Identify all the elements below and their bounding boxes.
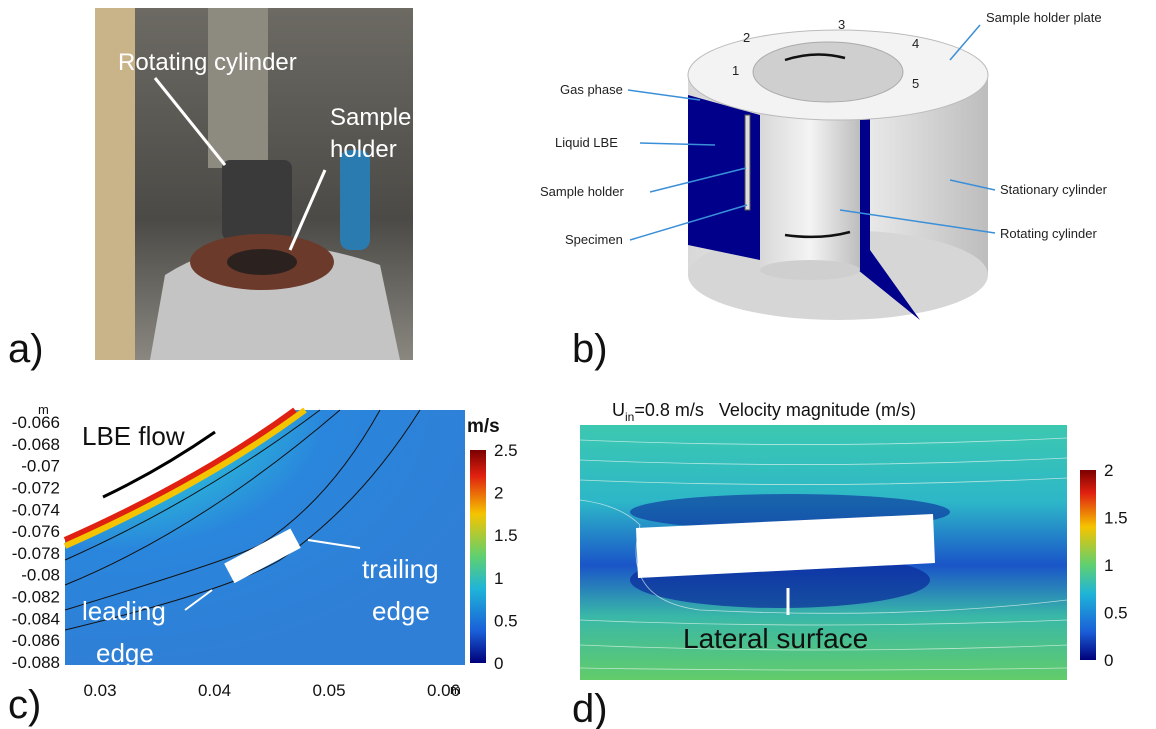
colorbar-tick-label: 1.5: [1104, 509, 1128, 528]
position: 2: [743, 30, 750, 45]
y-tick-label: -0.082: [12, 588, 60, 607]
surface-label: Lateral surface: [683, 623, 868, 654]
y-tick-label: -0.086: [12, 631, 60, 650]
inner-cylinder: [760, 100, 860, 270]
y-tick-label: -0.08: [21, 566, 60, 585]
colorbar-unit: m/s: [467, 416, 500, 437]
position: 4: [912, 36, 919, 51]
colorbar-tick-label: 0: [494, 654, 503, 673]
callout: Gas phase: [560, 82, 623, 97]
callout: Stationary cylinder: [1000, 182, 1108, 197]
colorbar-tick-label: 2: [494, 484, 503, 503]
gas-bottle: [340, 150, 370, 250]
callout: Liquid LBE: [555, 135, 618, 150]
callout-line: edge: [96, 638, 154, 668]
colorbar-tick-label: 1.5: [494, 526, 518, 545]
flow-label: LBE flow: [82, 421, 185, 451]
title-symbol: U: [612, 400, 625, 420]
y-tick-label: -0.084: [12, 609, 60, 628]
figure: Rotating cylinder Sample holder a) 1 2 3 …: [0, 0, 1156, 729]
y-tick-label: -0.068: [12, 435, 60, 454]
panel-label: b): [572, 327, 608, 371]
panel-b: 1 2 3 4 5 Sample holder plate Gas phase …: [540, 10, 1108, 371]
panel-title: Uin=0.8 m/s Velocity magnitude (m/s): [612, 400, 916, 424]
y-tick-label: -0.07: [21, 457, 60, 476]
callout-line: Sample: [330, 104, 411, 131]
y-tick-label: -0.072: [12, 478, 60, 497]
title-subscript: in: [625, 410, 634, 424]
flange-hole: [227, 249, 297, 275]
colorbar-tick-label: 0.5: [494, 611, 518, 630]
y-tick-label: -0.066: [12, 413, 60, 432]
panel-a: Rotating cylinder Sample holder a): [8, 8, 413, 371]
colorbar-tick-label: 2: [1104, 461, 1113, 480]
callout: Sample holder: [540, 184, 624, 199]
callout: Sample holder plate: [986, 10, 1102, 25]
colorbar: [1080, 470, 1096, 660]
callout: Specimen: [565, 232, 623, 247]
colorbar-tick-label: 0.5: [1104, 604, 1128, 623]
x-tick-label: 0.05: [312, 681, 345, 700]
y-tick-label: -0.088: [12, 653, 60, 672]
panel-label: d): [572, 687, 608, 729]
x-tick-label: 0.03: [83, 681, 116, 700]
title-text: =0.8 m/s Velocity magnitude (m/s): [634, 400, 916, 420]
panel-label: c): [8, 683, 41, 727]
colorbar-tick-label: 0: [1104, 651, 1113, 670]
callout-line: holder: [330, 136, 397, 163]
sample-holder: [745, 115, 750, 210]
cylinder: [222, 160, 292, 240]
panel-label: a): [8, 327, 44, 371]
inner-base: [760, 260, 860, 280]
inner-opening: [753, 42, 903, 102]
panel-d: Lateral surface Uin=0.8 m/s Velocity mag…: [572, 400, 1128, 729]
callout-line: trailing: [362, 554, 439, 584]
y-tick-label: -0.078: [12, 544, 60, 563]
colorbar-tick-label: 1: [494, 569, 503, 588]
y-tick-label: -0.076: [12, 522, 60, 541]
colorbar-tick-label: 2.5: [494, 441, 518, 460]
callout: Rotating cylinder: [1000, 226, 1097, 241]
column: [208, 8, 268, 168]
position: 5: [912, 76, 919, 91]
colorbar-tick-label: 1: [1104, 556, 1113, 575]
page: Rotating cylinder Sample holder a) 1 2 3 …: [0, 0, 1156, 729]
x-tick-label: 0.04: [198, 681, 231, 700]
callout: Rotating cylinder: [118, 49, 297, 76]
y-tick-label: -0.074: [12, 500, 60, 519]
callout-line: edge: [372, 596, 430, 626]
x-tick-label: 0.06: [427, 681, 460, 700]
position: 3: [838, 17, 845, 32]
callout-line: leading: [82, 596, 166, 626]
colorbar: [470, 450, 486, 663]
position: 1: [732, 63, 739, 78]
